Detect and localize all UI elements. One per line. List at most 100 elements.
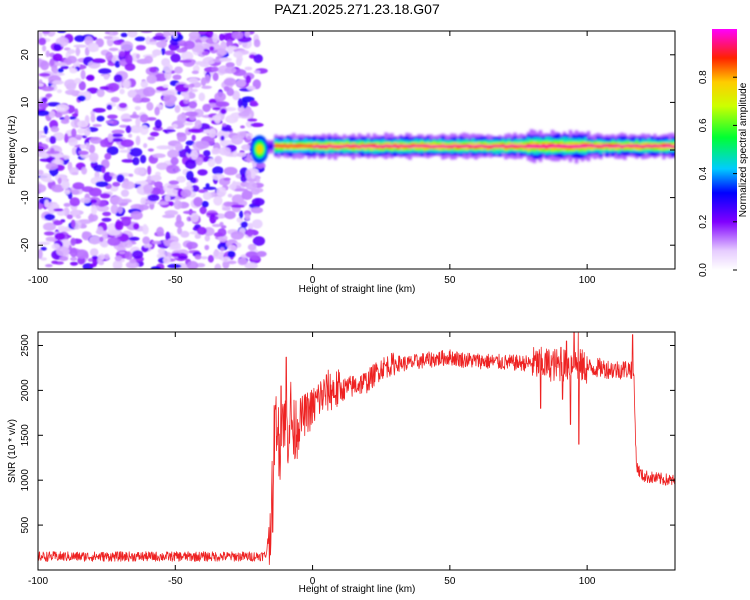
- noise-speckle: [211, 66, 219, 72]
- noise-speckle: [240, 125, 245, 129]
- band-cell: [333, 145, 338, 147]
- noise-speckle: [184, 111, 198, 117]
- band-cell: [283, 145, 287, 148]
- noise-speckle: [39, 158, 54, 162]
- y-tick-label: 20: [20, 49, 31, 61]
- noise-speckle: [180, 189, 192, 198]
- noise-speckle: [250, 122, 264, 128]
- noise-speckle: [77, 95, 86, 102]
- noise-speckle: [176, 214, 182, 225]
- noise-speckle: [212, 72, 219, 81]
- noise-speckle: [127, 89, 137, 98]
- band-cell: [602, 144, 606, 147]
- band-cell: [504, 145, 508, 147]
- noise-speckle: [244, 213, 251, 221]
- band-cell: [357, 146, 362, 148]
- noise-speckle: [154, 73, 168, 82]
- band-cell: [266, 145, 271, 148]
- x-tick-label: 0: [310, 275, 316, 286]
- noise-speckle: [190, 88, 199, 93]
- noise-speckle: [156, 40, 167, 48]
- band-cell: [444, 145, 448, 148]
- noise-speckle: [70, 257, 78, 261]
- noise-speckle: [91, 255, 98, 260]
- noise-speckle: [218, 146, 231, 156]
- band-cell: [547, 146, 552, 148]
- band-cell: [501, 145, 505, 148]
- band-cell: [599, 145, 603, 147]
- noise-speckle: [247, 243, 257, 251]
- noise-speckle: [52, 80, 64, 85]
- noise-speckle: [231, 31, 244, 40]
- band-cell: [596, 144, 600, 147]
- noise-speckle: [214, 91, 226, 102]
- noise-speckle: [105, 120, 114, 124]
- noise-speckle: [121, 118, 133, 122]
- noise-speckle: [173, 200, 183, 210]
- noise-speckle: [52, 203, 60, 208]
- band-cell: [650, 145, 654, 147]
- noise-speckle: [147, 194, 160, 202]
- noise-speckle: [201, 200, 209, 208]
- noise-speckle: [205, 31, 214, 39]
- noise-speckle: [212, 166, 224, 176]
- band-cell: [641, 145, 645, 148]
- noise-speckle: [61, 180, 70, 190]
- band-cell: [516, 145, 520, 149]
- noise-speckle: [128, 133, 133, 138]
- band-cell: [635, 144, 639, 147]
- noise-speckle: [253, 70, 261, 74]
- band-cell: [321, 145, 326, 148]
- noise-speckle: [221, 127, 233, 132]
- noise-speckle: [38, 72, 51, 77]
- noise-speckle: [59, 117, 66, 120]
- noise-speckle: [199, 206, 207, 215]
- snr-y-label: SNR (10 * v/v): [7, 419, 18, 483]
- band-cell: [608, 146, 612, 148]
- noise-speckle: [112, 181, 121, 187]
- noise-speckle: [132, 250, 144, 259]
- band-cell: [414, 145, 418, 147]
- noise-speckle: [169, 241, 180, 250]
- noise-speckle: [53, 220, 63, 226]
- colorbar-gradient: [712, 29, 737, 270]
- band-cell: [617, 145, 621, 147]
- noise-speckle: [129, 147, 143, 157]
- band-cell: [587, 145, 591, 147]
- noise-speckle: [96, 205, 110, 212]
- noise-speckle: [194, 254, 202, 260]
- band-cell: [324, 145, 329, 148]
- noise-speckle: [195, 140, 210, 149]
- snr-series-line: [38, 332, 675, 566]
- y-tick-label: -20: [20, 238, 31, 253]
- noise-speckle: [119, 149, 131, 153]
- noise-speckle: [174, 143, 184, 151]
- noise-speckle: [151, 240, 162, 245]
- colorbar-tick-label: 0.2: [698, 214, 709, 228]
- noise-speckle: [106, 146, 119, 156]
- noise-speckle: [146, 101, 154, 111]
- noise-speckle: [251, 197, 265, 206]
- noise-speckle: [147, 148, 154, 152]
- band-cell: [450, 145, 454, 147]
- band-cell: [402, 145, 406, 148]
- noise-speckle: [241, 144, 252, 151]
- noise-speckle: [124, 251, 133, 260]
- noise-speckle: [163, 94, 177, 104]
- noise-speckle: [227, 260, 237, 265]
- noise-speckle: [38, 31, 43, 39]
- noise-speckle: [134, 181, 148, 185]
- noise-speckle: [146, 74, 157, 84]
- band-cell: [298, 145, 302, 148]
- noise-speckle: [125, 261, 139, 269]
- noise-speckle: [186, 260, 199, 269]
- band-cell: [526, 145, 531, 148]
- band-cell: [510, 144, 514, 147]
- band-cell: [668, 145, 672, 148]
- band-cell: [611, 146, 615, 148]
- noise-speckle: [81, 231, 90, 239]
- snr-x-label: Height of straight line (km): [299, 584, 416, 595]
- band-cell: [590, 144, 594, 147]
- band-cell: [351, 144, 356, 147]
- noise-speckle: [81, 167, 88, 175]
